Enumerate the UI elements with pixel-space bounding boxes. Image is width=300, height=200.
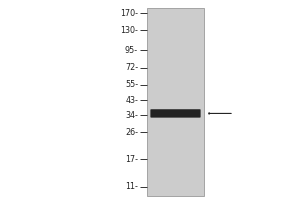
Text: 26-: 26- (125, 128, 138, 137)
Text: kDa: kDa (122, 0, 138, 2)
Text: 55-: 55- (125, 80, 138, 89)
Text: 95-: 95- (125, 46, 138, 55)
Text: 43-: 43- (125, 96, 138, 105)
Bar (147, 8, 204, 196)
Text: 130-: 130- (120, 26, 138, 35)
FancyBboxPatch shape (150, 109, 201, 118)
Text: 17-: 17- (125, 155, 138, 164)
Text: 72-: 72- (125, 63, 138, 72)
Text: 170-: 170- (120, 9, 138, 18)
Text: 11-: 11- (125, 182, 138, 191)
Text: 34-: 34- (125, 111, 138, 120)
